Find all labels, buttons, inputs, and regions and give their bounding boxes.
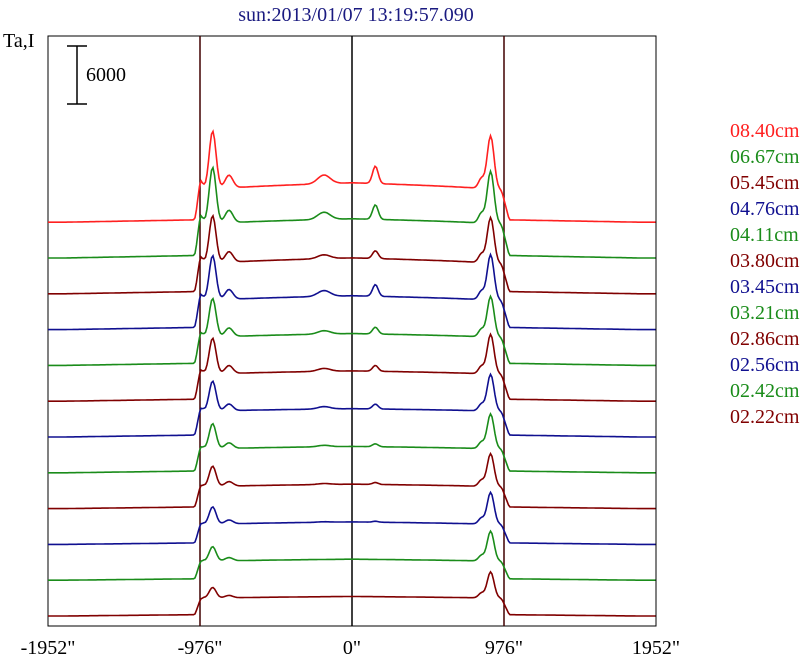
series-layer <box>48 129 656 617</box>
chart-title: sun:2013/01/07 13:19:57.090 <box>238 4 474 26</box>
legend-entry-9: 02.56cm <box>730 354 800 376</box>
legend-entry-0: 08.40cm <box>730 120 800 142</box>
legend-entry-2: 05.45cm <box>730 172 800 194</box>
x-tick-label-3: 976" <box>485 637 523 659</box>
series-line-03.80cm <box>48 332 656 402</box>
series-line-05.45cm <box>48 213 656 295</box>
legend-entry-8: 02.86cm <box>730 328 800 350</box>
scale-bar: 6000 <box>67 45 126 105</box>
legend-entry-4: 04.11cm <box>730 224 799 246</box>
x-tick-label-0: -1952" <box>21 637 76 659</box>
series-line-02.86cm <box>48 451 656 510</box>
series-line-02.56cm <box>48 490 656 546</box>
series-line-03.21cm <box>48 412 656 474</box>
scale-bar-label: 6000 <box>86 64 126 86</box>
legend-entry-6: 03.45cm <box>730 276 800 298</box>
x-tick-label-1: -976" <box>178 637 223 659</box>
legend-entry-10: 02.42cm <box>730 380 800 402</box>
legend-entry-1: 06.67cm <box>730 146 800 168</box>
legend-entry-7: 03.21cm <box>730 302 800 324</box>
series-line-06.67cm <box>48 165 656 259</box>
x-tick-labels: -1952" -976" 0" 976" 1952" <box>21 637 681 659</box>
series-line-08.40cm <box>48 129 656 223</box>
series-line-04.76cm <box>48 252 656 331</box>
series-line-02.22cm <box>48 570 656 617</box>
series-line-02.42cm <box>48 529 656 581</box>
x-tick-label-2: 0" <box>343 637 361 659</box>
legend-entry-11: 02.22cm <box>730 406 800 428</box>
series-line-04.11cm <box>48 294 656 367</box>
legend-entry-3: 04.76cm <box>730 198 800 220</box>
series-line-03.45cm <box>48 372 656 438</box>
x-tick-label-4: 1952" <box>632 637 680 659</box>
legend: 08.40cm 06.67cm 05.45cm 04.76cm 04.11cm 03.80… <box>730 120 800 428</box>
vertical-reference-lines <box>199 36 505 626</box>
legend-entry-5: 03.80cm <box>730 250 800 272</box>
y-axis-label: Ta,I <box>3 30 34 52</box>
